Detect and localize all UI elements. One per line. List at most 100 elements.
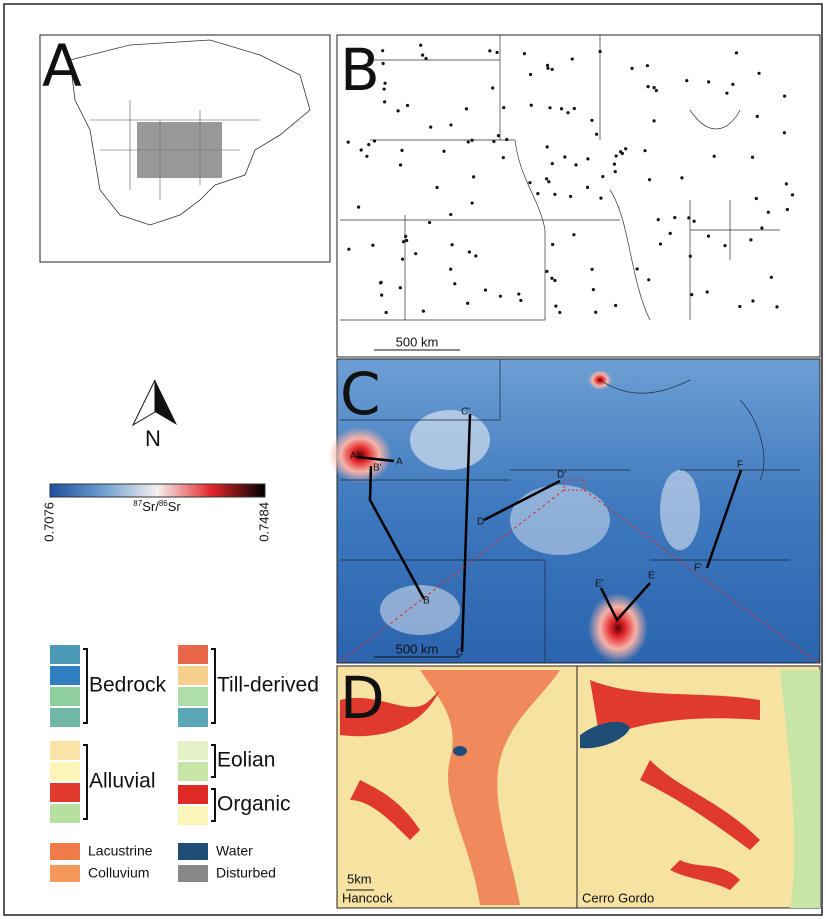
element: Sr/ [142,499,159,514]
panel-a: A [39,32,331,263]
legend-swatch [50,708,80,727]
site [548,106,552,110]
site [449,267,453,271]
site [382,87,386,91]
state-borders [340,35,780,321]
site [470,138,474,142]
inset-lines [338,489,819,664]
site [783,94,787,98]
transect-label: C' [461,407,470,418]
site [545,63,550,67]
legend-bracket [211,648,216,724]
site [598,49,602,54]
site [757,71,761,75]
low-zone [510,485,610,555]
site [449,212,453,217]
site [545,177,549,181]
site [449,123,453,127]
north-arrow: N [131,379,177,451]
site [572,106,576,111]
legend-swatch [178,806,208,825]
site [574,163,578,167]
site [760,226,764,230]
site [372,139,377,143]
hotspot [328,427,392,483]
transect-label: F [737,460,743,471]
site [466,140,470,144]
site [613,170,617,174]
transect-label: A' [350,451,359,462]
eolian-area [780,670,820,908]
legend-swatch [50,666,80,685]
transect [460,413,472,653]
site [522,52,527,56]
legend-swatch [178,708,208,727]
legend-swatch [50,762,80,781]
panel-d: 5km Hancock Cerro Gordo D [336,664,821,909]
colorbar-ramp [49,483,266,498]
site [731,82,735,86]
site [685,78,689,83]
site [635,267,639,271]
panel-c: A' A B' B C' C D' D E' E F F' 500 km C [328,358,821,664]
site [563,155,567,159]
legend-swatch [178,785,208,804]
panel-label: D [340,664,385,732]
site [723,244,727,248]
site [470,201,474,205]
site [419,43,423,47]
site [566,111,570,115]
legend-swatch [178,741,208,760]
site [601,174,605,179]
site [400,148,404,152]
site [738,304,742,309]
site [495,50,499,55]
legend-swatch [178,666,208,685]
site [553,278,557,283]
site [654,88,658,93]
transect [705,469,743,569]
panel-label: B [340,36,380,104]
site [400,257,405,261]
site [528,72,533,77]
site [614,154,618,158]
site [551,242,555,247]
site [383,100,387,104]
site [656,218,660,222]
site [766,210,770,214]
colorbar-tick-label: 0.7484 [256,502,271,542]
site [545,269,549,273]
site [612,162,617,166]
site [474,254,478,258]
site [599,196,603,200]
site [568,194,573,199]
legend-swatch [178,687,208,706]
panel-label: A [42,32,82,100]
site [658,242,663,246]
scale-label: 5km [347,871,372,886]
site [590,267,594,271]
site [707,80,711,84]
site [645,64,650,68]
site [488,49,492,53]
site [550,67,554,71]
transect-label: F' [694,563,702,574]
water [580,721,630,749]
figure-border [3,3,823,916]
site [519,298,523,303]
site [502,105,506,110]
transect-label: E' [595,579,604,590]
water [453,746,467,756]
study-area [137,122,222,178]
site [414,252,418,256]
legend-swatch [178,645,208,664]
isotope: 87 [133,499,142,508]
transect-label: D [477,517,484,528]
site [595,132,599,136]
site [421,309,425,313]
site [367,143,371,147]
site [594,310,598,314]
site [442,149,446,153]
site [782,131,786,135]
site [751,299,755,303]
